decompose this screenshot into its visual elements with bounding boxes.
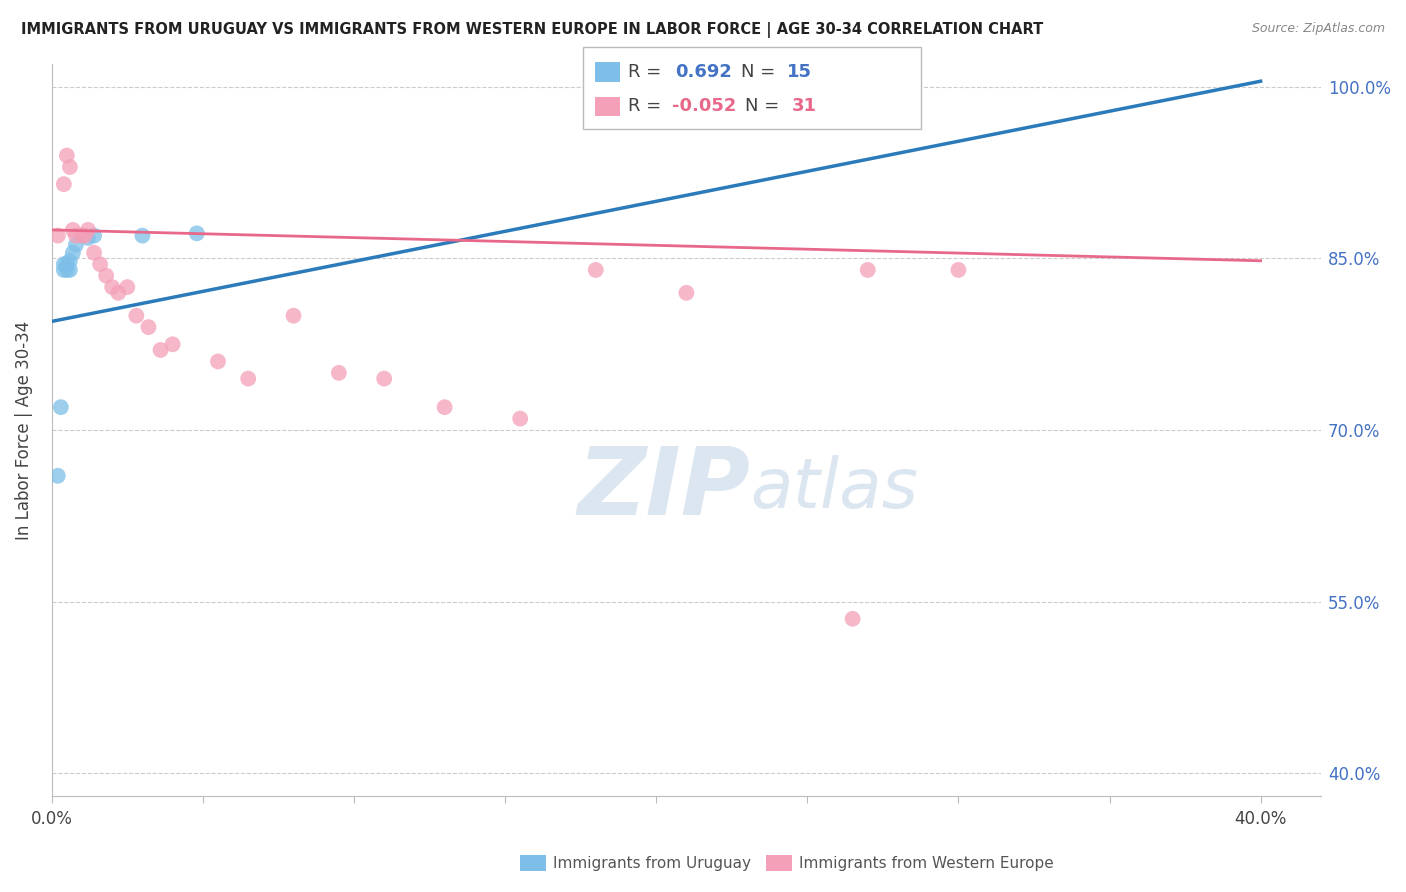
Point [52,263,75,277]
Point [433,400,456,414]
Text: 31: 31 [792,97,817,115]
Text: atlas: atlas [749,455,918,522]
Point [52,257,75,271]
Point [283,309,305,323]
Text: Immigrants from Western Europe: Immigrants from Western Europe [799,856,1053,871]
Point [94,268,117,283]
Point [59,253,82,268]
Point [77,231,100,245]
Point [70,228,93,243]
Point [56,148,79,162]
Point [138,320,160,334]
Point [238,371,260,385]
Point [149,343,172,357]
Point [62,223,84,237]
Text: IMMIGRANTS FROM URUGUAY VS IMMIGRANTS FROM WESTERN EUROPE IN LABOR FORCE | AGE 3: IMMIGRANTS FROM URUGUAY VS IMMIGRANTS FR… [21,22,1043,38]
Text: R =: R = [628,63,662,81]
Text: Source: ZipAtlas.com: Source: ZipAtlas.com [1251,22,1385,36]
Point [83,228,105,243]
Text: N =: N = [745,97,779,115]
Point [46,468,69,483]
Point [948,263,970,277]
Text: ZIP: ZIP [576,442,749,534]
Point [117,280,139,294]
Point [585,263,607,277]
Point [70,228,93,243]
Point [62,245,84,260]
Point [131,228,153,243]
Text: -0.052: -0.052 [672,97,737,115]
Text: 15: 15 [787,63,813,81]
Point [65,228,87,243]
Point [49,400,72,414]
Point [73,228,96,243]
Text: 0.692: 0.692 [675,63,731,81]
Point [207,354,229,368]
Text: Immigrants from Uruguay: Immigrants from Uruguay [553,856,751,871]
Point [328,366,350,380]
Point [509,411,531,425]
Point [46,228,69,243]
Point [125,309,148,323]
Point [56,263,79,277]
Text: R =: R = [628,97,662,115]
Point [841,612,863,626]
Point [675,285,697,300]
Point [162,337,184,351]
Point [856,263,879,277]
Point [65,237,87,252]
Point [101,280,124,294]
Point [89,257,111,271]
Y-axis label: In Labor Force | Age 30-34: In Labor Force | Age 30-34 [15,320,32,540]
Point [59,263,82,277]
Point [56,257,79,271]
Point [77,223,100,237]
Point [52,177,75,191]
Point [373,371,395,385]
Point [83,245,105,260]
Point [59,160,82,174]
Point [186,227,208,241]
Point [107,285,129,300]
Text: N =: N = [741,63,775,81]
